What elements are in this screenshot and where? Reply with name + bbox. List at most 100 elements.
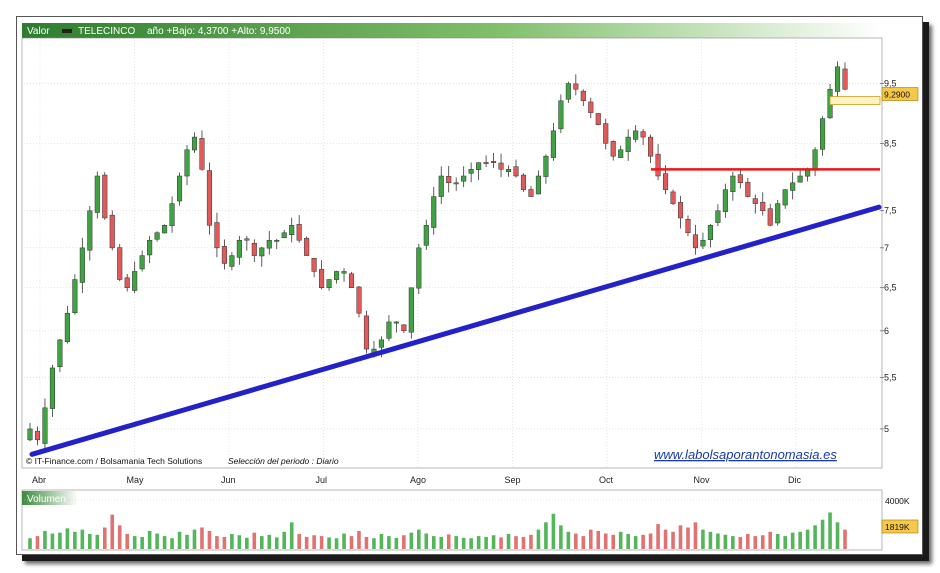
candle-body — [326, 279, 332, 289]
candle-body — [132, 271, 138, 291]
volume-bar — [798, 531, 802, 549]
volume-bar — [671, 531, 675, 549]
volume-bar — [102, 527, 107, 549]
y-tick-label: 5 — [884, 424, 889, 434]
candle-body — [648, 136, 654, 157]
candle-body — [34, 430, 41, 441]
candle-body — [468, 169, 474, 174]
volume-bar — [342, 533, 346, 549]
candle-body — [775, 203, 781, 224]
candlestick-series — [27, 61, 881, 450]
volume-bar — [387, 536, 391, 549]
volume-bar — [110, 514, 115, 549]
volume-bar — [678, 525, 683, 549]
candle-body — [842, 68, 848, 90]
candle-body — [640, 131, 646, 138]
candle-body — [603, 123, 609, 144]
volume-bar — [446, 534, 451, 549]
volume-bar — [745, 533, 750, 549]
candle-body — [214, 222, 220, 249]
volume-bar — [439, 536, 444, 549]
volume-bar — [379, 533, 384, 549]
candle-body — [438, 175, 444, 197]
candle-body — [401, 324, 407, 332]
volume-bars — [28, 512, 847, 549]
candle-body — [169, 203, 175, 227]
candle-body — [461, 175, 467, 182]
volume-bar — [783, 536, 787, 549]
volume-bar — [312, 535, 316, 549]
volume-bar — [738, 536, 743, 549]
volume-bar — [252, 532, 257, 549]
volume-bar — [843, 529, 847, 549]
watermark-link[interactable]: www.labolsaporantonomasia.es — [654, 447, 837, 462]
last-price-band — [829, 96, 881, 105]
month-label: Oct — [599, 475, 614, 485]
month-label: Dic — [788, 475, 801, 485]
range-text: año +Bajo: 4,3700 +Alto: 9,9500 — [147, 26, 291, 37]
candle-body — [797, 175, 803, 183]
month-label: Sep — [505, 475, 521, 485]
y-tick-label: 7 — [884, 243, 889, 253]
candle-body — [692, 234, 699, 249]
candle-body — [386, 321, 392, 339]
volume-tick-4000k: 4000K — [885, 496, 910, 506]
candle-body — [236, 239, 242, 258]
candle-body — [663, 173, 669, 190]
candle-body — [767, 208, 773, 226]
candle-body — [251, 242, 257, 256]
candle-body — [476, 162, 482, 170]
candle-body — [483, 162, 489, 164]
volume-bar — [245, 537, 249, 549]
volume-label: Volumen — [27, 494, 66, 505]
candle-body — [416, 247, 422, 289]
volume-bar — [835, 522, 840, 549]
candle-body — [520, 174, 527, 190]
month-label: May — [127, 475, 145, 485]
volume-bar — [760, 535, 765, 549]
volume-bar — [574, 533, 578, 549]
volume-bar — [282, 531, 287, 549]
candle-body — [274, 239, 280, 242]
volume-bar — [402, 535, 406, 549]
candle-body — [707, 225, 713, 240]
candle-body — [528, 189, 534, 197]
volume-bar — [364, 536, 369, 549]
candle-body — [296, 224, 302, 241]
volume-bar — [28, 538, 32, 549]
volume-bar — [461, 537, 466, 549]
candle-body — [513, 166, 519, 177]
volume-bar — [618, 531, 623, 549]
candle-body — [356, 286, 362, 314]
candle-body — [715, 210, 721, 223]
volume-bar — [409, 532, 414, 549]
volume-bar — [207, 530, 212, 549]
volume-bar — [596, 530, 601, 549]
candle-body — [595, 113, 601, 125]
volume-bar — [200, 527, 204, 549]
candle-body — [677, 202, 684, 219]
candle-body — [752, 198, 758, 204]
volume-bar — [132, 536, 137, 549]
candle-body — [431, 196, 437, 228]
candle-body — [737, 174, 743, 184]
volume-bar — [514, 536, 518, 549]
header-bar — [22, 23, 882, 38]
candle-body — [266, 239, 272, 249]
candle-body — [49, 367, 55, 409]
volume-bar — [192, 529, 197, 549]
volume-bar — [140, 536, 144, 549]
volume-bar — [536, 529, 541, 549]
credit-text: © IT-Finance.com / Bolsamania Tech Solut… — [26, 456, 202, 466]
volume-bar — [215, 536, 219, 549]
month-label: Ago — [410, 475, 426, 485]
support-trendline — [29, 204, 882, 457]
y-tick-label: 9,5 — [884, 79, 897, 89]
candle-body — [206, 170, 212, 226]
volume-bar — [581, 536, 586, 549]
volume-bar — [125, 533, 130, 549]
volume-bar — [155, 533, 159, 549]
y-tick-label: 8,5 — [884, 138, 897, 148]
volume-bar — [35, 536, 40, 549]
volume-bar — [701, 529, 705, 549]
